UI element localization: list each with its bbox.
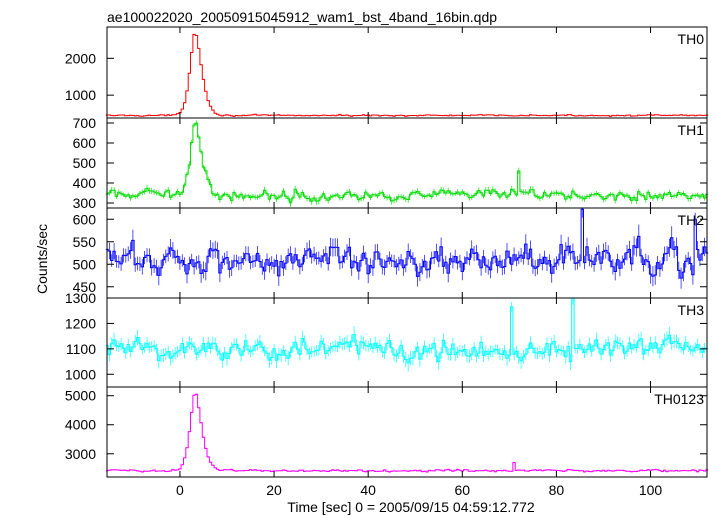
y-tick-label: 500 xyxy=(73,155,97,171)
y-tick-label: 600 xyxy=(73,211,97,227)
y-tick-label: 1000 xyxy=(65,366,96,382)
panel-label: TH0123 xyxy=(654,391,704,407)
x-tick-label: 60 xyxy=(455,482,471,498)
error-bars-th2 xyxy=(106,208,708,289)
y-tick-label: 600 xyxy=(73,135,97,151)
series-line-th2 xyxy=(105,208,709,279)
error-bars-th1 xyxy=(106,120,708,207)
x-tick-label: 20 xyxy=(266,482,282,498)
y-tick-label: 450 xyxy=(73,279,97,295)
panel-th1: 300 400 500 600 700 TH1 xyxy=(73,115,709,211)
chart-title: ae100022020_20050915045912_wam1_bst_4ban… xyxy=(107,9,497,25)
panel-frame xyxy=(106,386,708,478)
error-bars-th0123 xyxy=(106,393,708,473)
y-tick-label: 400 xyxy=(73,175,97,191)
series-line-th0123 xyxy=(105,393,709,473)
panel-th3: 1000 1100 1200 1300 TH3 xyxy=(65,290,709,388)
y-tick-label: 1200 xyxy=(65,315,96,331)
y-tick-label: 1100 xyxy=(66,341,96,357)
series-line-th1 xyxy=(105,122,709,204)
y-tick-label: 500 xyxy=(73,256,97,272)
y-tick-label: 4000 xyxy=(65,417,96,433)
x-tick-label: 80 xyxy=(549,482,565,498)
y-tick-label: 1300 xyxy=(65,290,96,306)
x-tick-label: 0 xyxy=(176,482,184,498)
y-tick-label: 1000 xyxy=(65,87,96,103)
series-line-th3 xyxy=(105,297,709,364)
panel-label: TH0 xyxy=(678,31,705,47)
y-tick-label: 700 xyxy=(73,115,97,131)
error-bars-th0 xyxy=(106,34,708,117)
x-tick-label: 100 xyxy=(639,482,663,498)
panel-label: TH2 xyxy=(678,212,705,228)
panel-label: TH1 xyxy=(678,122,705,138)
x-axis-label: Time [sec] 0 = 2005/09/15 04:59:12.772 xyxy=(287,499,535,515)
panel-th0: 1000 2000 TH0 xyxy=(65,26,709,119)
series-line-th0 xyxy=(105,33,709,117)
y-tick-label: 3000 xyxy=(65,446,96,462)
y-tick-label: 2000 xyxy=(65,50,96,66)
y-axis-label: Counts/sec xyxy=(34,224,50,294)
panel-frame xyxy=(106,117,708,209)
panel-th0123: 3000 4000 5000 TH0123 xyxy=(65,386,709,478)
y-tick-label: 550 xyxy=(73,234,97,250)
y-tick-label: 5000 xyxy=(65,388,96,404)
x-tick-label: 40 xyxy=(360,482,376,498)
panel-label: TH3 xyxy=(678,302,705,318)
panel-th2: 450 500 550 600 TH2 xyxy=(73,207,709,299)
panel-frame xyxy=(106,26,708,119)
y-tick-label: 300 xyxy=(73,195,97,211)
